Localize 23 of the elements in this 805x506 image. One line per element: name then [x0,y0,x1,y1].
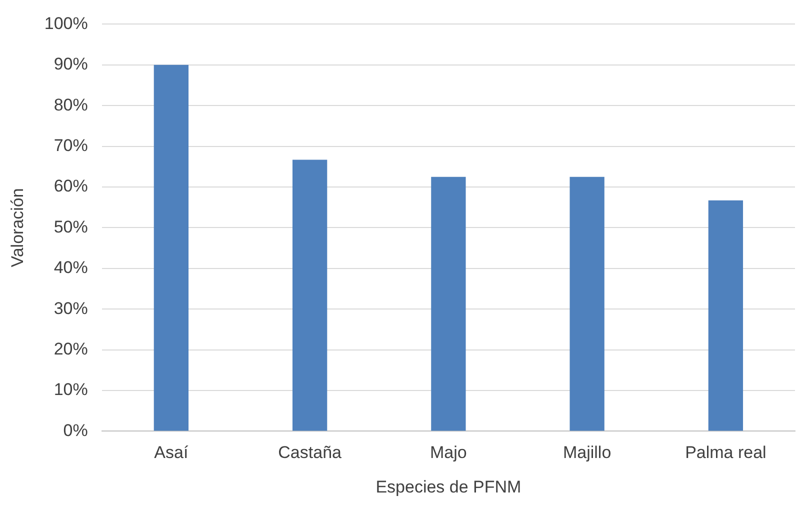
x-tick-label: Castaña [278,443,342,462]
y-tick-label: 30% [54,298,88,318]
y-tick-label: 90% [54,54,88,74]
x-tick-label: Majillo [562,443,612,462]
x-axis-title: Especies de PFNM [376,477,522,496]
x-tick-label: Asaí [154,443,188,462]
y-tick-label: 10% [54,380,88,400]
y-tick-label: 20% [54,339,88,358]
x-tick-label: Palma real [685,443,766,462]
bar [708,200,744,431]
y-tick-label: 40% [54,258,88,278]
bar [154,64,189,431]
bar [570,176,604,431]
y-tick-label: 0% [63,420,88,440]
bar [292,160,328,431]
y-tick-label: 100% [44,14,88,33]
x-tick-label: Majo [430,443,467,462]
y-tick-label: 50% [54,217,88,236]
y-tick-label: 80% [54,95,88,114]
bar [431,176,466,431]
y-tick-label: 60% [54,176,88,196]
y-axis-title: Valoración [8,188,27,268]
y-tick-label: 70% [54,136,88,155]
